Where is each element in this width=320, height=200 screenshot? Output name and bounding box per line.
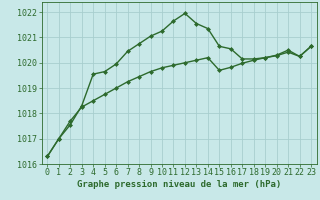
X-axis label: Graphe pression niveau de la mer (hPa): Graphe pression niveau de la mer (hPa) bbox=[77, 180, 281, 189]
